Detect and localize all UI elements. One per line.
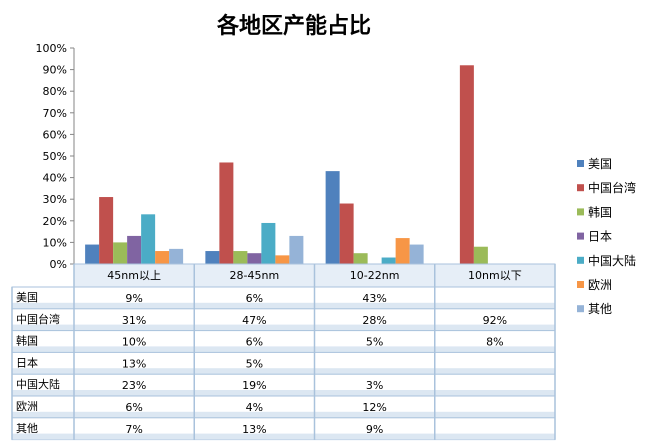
legend-swatch (577, 208, 584, 216)
legend-label: 中国大陆 (588, 253, 636, 268)
bar (261, 222, 276, 264)
bar (127, 235, 142, 264)
bar (325, 171, 340, 264)
bar (99, 197, 114, 264)
legend-label: 韩国 (588, 204, 612, 219)
bar (155, 251, 170, 264)
table-cell-value: 12% (362, 401, 386, 414)
bar (275, 255, 290, 264)
table-cell-value: 7% (125, 423, 142, 436)
bar (289, 235, 304, 264)
bar (113, 242, 128, 264)
legend-swatch (577, 281, 584, 288)
table-cell-value: 13% (242, 423, 266, 436)
y-tick-label: 90% (43, 64, 67, 77)
bar (409, 244, 424, 264)
bar (381, 257, 396, 264)
table-cell-value: 47% (242, 314, 266, 327)
bar (205, 251, 220, 264)
y-tick-label: 40% (43, 172, 67, 185)
table-series-label: 中国台湾 (16, 312, 60, 326)
table-series-label: 日本 (16, 355, 38, 369)
bar (395, 238, 410, 264)
table-row-shade (12, 390, 555, 396)
table-series-label: 韩国 (16, 334, 38, 348)
bar (247, 253, 262, 264)
bar (459, 65, 474, 264)
table-series-label: 中国大陆 (16, 377, 60, 391)
table-row-shade (12, 433, 555, 440)
bar (339, 203, 354, 264)
table-cell-value: 4% (246, 401, 263, 414)
table-cell-value: 6% (246, 292, 263, 305)
x-tick-label: 45nm以上 (107, 269, 161, 282)
y-tick-label: 10% (43, 236, 67, 249)
x-tick-label: 10-22nm (350, 269, 400, 282)
legend-swatch (577, 305, 584, 313)
table-cell-value: 8% (486, 336, 503, 349)
legend-swatch (577, 160, 584, 167)
table-cell-value: 10% (122, 336, 146, 349)
chart-title: 各地区产能占比 (216, 14, 371, 39)
legend-label: 中国台湾 (588, 180, 636, 195)
table-cell-value: 9% (125, 292, 142, 305)
legend-swatch (577, 184, 584, 192)
table-series-label: 其他 (16, 422, 38, 435)
y-tick-label: 70% (43, 107, 67, 120)
x-tick-label: 10nm以下 (468, 269, 522, 282)
table-cell-value: 5% (366, 336, 383, 349)
y-tick-label: 80% (43, 85, 67, 98)
table-cell-value: 43% (362, 292, 386, 305)
bar (141, 214, 156, 264)
legend-label: 欧洲 (588, 278, 612, 292)
x-tick-label: 28-45nm (230, 269, 280, 282)
y-tick-label: 60% (43, 128, 67, 141)
bar (219, 162, 234, 264)
bar (169, 248, 184, 264)
y-tick-label: 100% (36, 42, 67, 55)
table-row-shade (12, 324, 555, 331)
table-cell-value: 6% (246, 336, 263, 349)
bar (85, 244, 100, 264)
legend-label: 其他 (588, 302, 612, 316)
y-tick-label: 0% (50, 258, 67, 271)
legend-label: 美国 (588, 157, 612, 171)
table-cell-value: 9% (366, 423, 383, 436)
y-tick-label: 20% (43, 215, 67, 228)
table-cell-value: 23% (122, 379, 146, 392)
table-row-shade (12, 302, 555, 309)
table-cell-value: 28% (362, 314, 386, 327)
legend-label: 日本 (588, 230, 612, 244)
bar (353, 253, 368, 264)
table-cell-value: 3% (366, 379, 383, 392)
table-series-label: 美国 (16, 291, 38, 304)
table-cell-value: 92% (483, 314, 507, 327)
bar (473, 246, 488, 264)
legend-swatch (577, 256, 584, 264)
table-cell-value: 13% (122, 357, 146, 370)
bar (233, 251, 248, 264)
table-row-shade (12, 368, 555, 375)
table-cell-value: 19% (242, 379, 266, 392)
y-tick-label: 30% (43, 193, 67, 206)
table-series-label: 欧洲 (16, 400, 38, 413)
table-cell-value: 5% (246, 357, 263, 370)
table-cell-value: 31% (122, 314, 146, 327)
table-row-shade (12, 411, 555, 418)
table-row-shade (12, 346, 555, 353)
y-tick-label: 50% (43, 150, 67, 163)
table-cell-value: 6% (125, 401, 142, 414)
legend-swatch (577, 232, 584, 240)
